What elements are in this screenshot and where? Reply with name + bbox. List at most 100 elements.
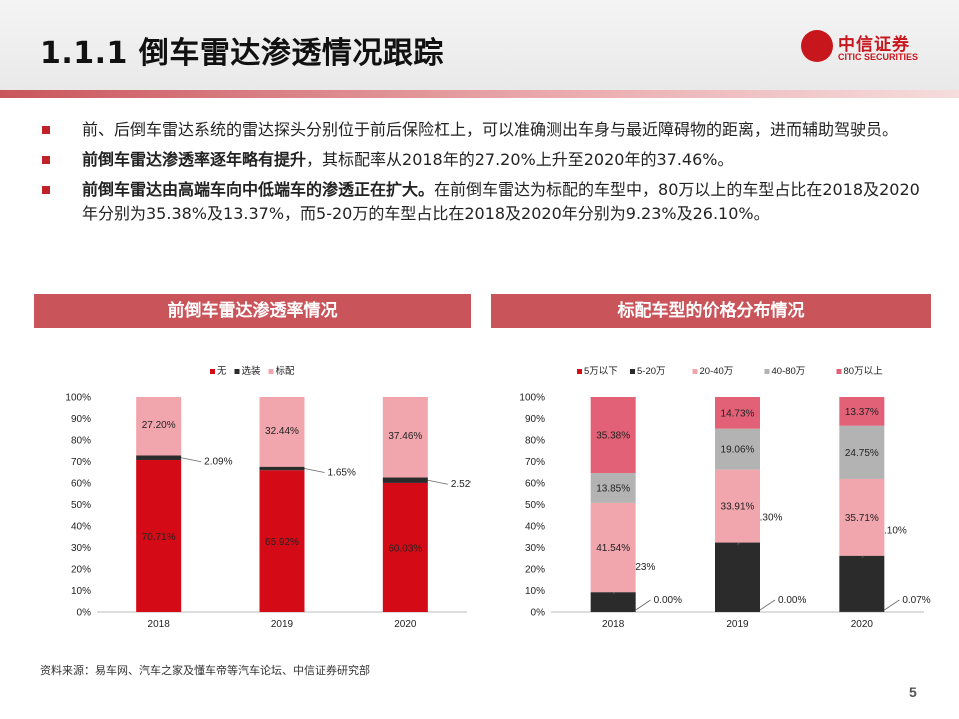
legend-entry: 无 <box>217 366 227 377</box>
bullet-bold: 前倒车雷达渗透率逐年略有提升 <box>82 150 307 169</box>
y-tick-label: 10% <box>525 586 545 597</box>
y-tick-label: 20% <box>525 565 545 576</box>
data-label: 32.30% <box>749 513 783 524</box>
bar-segment <box>382 482 428 612</box>
page-title: 1.1.1 倒车雷达渗透情况跟踪 <box>40 36 444 71</box>
y-tick-label: 30% <box>525 543 545 554</box>
header-band: 1.1.1 倒车雷达渗透情况跟踪 中信证券 CITIC SECURITIES <box>0 0 959 90</box>
bar-segment <box>382 396 428 478</box>
bullet-list: 前、后倒车雷达系统的雷达探头分别位于前后保险杠上，可以准确测出车身与最近障碍物的… <box>40 118 930 232</box>
bar-segment <box>136 455 182 460</box>
page-number: 5 <box>909 684 917 700</box>
data-label: 2.09% <box>204 457 232 468</box>
panel-title-price-distribution: 标配车型的价格分布情况 <box>491 294 931 328</box>
y-tick-label: 30% <box>71 543 91 554</box>
bullet-text: ，其标配率从2018年的27.20%上升至2020年的37.46%。 <box>306 150 734 169</box>
bullet-item: 前倒车雷达由高端车向中低端车的渗透正在扩大。在前倒车雷达为标配的车型中，80万以… <box>40 178 930 226</box>
y-tick-label: 20% <box>71 565 91 576</box>
bar-segment <box>590 397 636 474</box>
y-tick-label: 50% <box>71 500 91 511</box>
data-label: 35.38% <box>596 431 630 442</box>
legend-swatch <box>764 369 770 374</box>
bar-segment <box>839 478 885 556</box>
bar-segment <box>382 477 428 483</box>
legend-swatch <box>210 369 215 374</box>
y-tick-label: 0% <box>77 608 92 619</box>
data-label: 33.91% <box>721 502 755 513</box>
label-leader-line <box>181 457 202 463</box>
y-tick-label: 10% <box>71 586 91 597</box>
data-label: 13.37% <box>845 407 879 418</box>
source-note: 资料来源：易车网、汽车之家及懂车帝等汽车论坛、中信证券研究部 <box>40 664 370 677</box>
x-tick-label: 2018 <box>602 619 625 630</box>
price-distribution-chart: 0% 10% 20% 30% 40% 50% 60% 70% 80% 90% 100% 2018 201… <box>519 366 930 630</box>
y-tick-label: 100% <box>519 393 545 404</box>
y-tick-label: 70% <box>71 457 91 468</box>
bullet-item: 前倒车雷达渗透率逐年略有提升，其标配率从2018年的27.20%上升至2020年… <box>40 148 930 172</box>
y-tick-label: 60% <box>71 479 91 490</box>
bar-segment <box>259 466 305 471</box>
label-leader-line <box>427 479 448 485</box>
bar-segment <box>590 473 636 503</box>
bullet-bold: 前倒车雷达由高端车向中低端车的渗透正在扩大。 <box>82 180 435 199</box>
penetration-chart: 0% 10% 20% 30% 40% 50% 60% 70% 80% 90% 100% 2018 201… <box>65 365 471 630</box>
legend-entry: 20-40万 <box>700 366 734 377</box>
legend-swatch <box>630 369 635 374</box>
label-leader-line <box>635 599 651 611</box>
y-tick-label: 0% <box>531 608 546 619</box>
y-tick-label: 70% <box>525 457 545 468</box>
bar-segment <box>715 469 760 543</box>
y-tick-label: 90% <box>71 414 91 425</box>
data-label: 41.54% <box>596 543 630 554</box>
data-label: 26.10% <box>873 526 907 537</box>
legend-entry: 5万以下 <box>584 366 618 377</box>
label-leader-line <box>759 599 776 611</box>
panel-title-penetration: 前倒车雷达渗透率情况 <box>34 294 471 328</box>
data-label: 0.07% <box>902 595 930 606</box>
x-tick-label: 2019 <box>271 619 294 630</box>
bullet-text: 在前倒车雷达为标配的车型中，80万以上的车型占比在2018及2020年分别为35… <box>82 180 920 223</box>
legend-swatch <box>268 369 274 374</box>
bar-segment <box>839 555 885 612</box>
y-tick-label: 80% <box>71 436 91 447</box>
bar-segment <box>259 396 305 467</box>
bar-segment <box>715 428 760 470</box>
logo-name-cn: 中信证券 <box>838 35 910 55</box>
data-label: 2.52% <box>451 479 471 490</box>
bar-segment <box>590 592 636 612</box>
data-label: 9.23% <box>627 562 655 573</box>
data-label: 13.85% <box>596 483 630 494</box>
data-label: 19.06% <box>721 445 755 456</box>
citic-logo: 中信证券 CITIC SECURITIES <box>801 30 941 70</box>
bar-segment <box>136 397 182 456</box>
x-tick-label: 2018 <box>148 619 171 630</box>
legend-swatch <box>836 369 842 374</box>
bullet-item: 前、后倒车雷达系统的雷达探头分别位于前后保险杠上，可以准确测出车身与最近障碍物的… <box>40 118 930 142</box>
bar-segment <box>590 502 636 593</box>
data-label: 0.00% <box>654 595 682 606</box>
citic-logo-icon <box>801 30 833 62</box>
x-tick-label: 2019 <box>726 619 749 630</box>
label-leader-line <box>884 599 900 611</box>
bullet-text: 前、后倒车雷达系统的雷达探头分别位于前后保险杠上，可以准确测出车身与最近障碍物的… <box>82 120 899 139</box>
bar-segment <box>715 397 760 429</box>
data-label: 27.20% <box>142 420 176 431</box>
bar-segment <box>715 542 760 612</box>
bullet-square-icon <box>42 126 50 134</box>
data-label: 37.46% <box>388 431 422 442</box>
data-label: 24.75% <box>845 448 879 459</box>
data-label: 35.71% <box>845 513 879 524</box>
y-tick-label: 40% <box>71 522 91 533</box>
header-accent-bar <box>0 90 959 98</box>
y-tick-label: 100% <box>65 393 91 404</box>
legend-entry: 80万以上 <box>844 366 884 377</box>
data-label: 32.44% <box>265 426 299 437</box>
data-label: 60.03% <box>388 543 422 554</box>
data-label: 1.65% <box>328 467 356 478</box>
legend-entry: 标配 <box>276 365 296 377</box>
legend-entry: 5-20万 <box>637 366 666 377</box>
legend-swatch <box>692 369 698 374</box>
data-label: 70.71% <box>142 532 176 543</box>
y-tick-label: 50% <box>525 500 545 511</box>
legend-entry: 选装 <box>242 365 262 377</box>
